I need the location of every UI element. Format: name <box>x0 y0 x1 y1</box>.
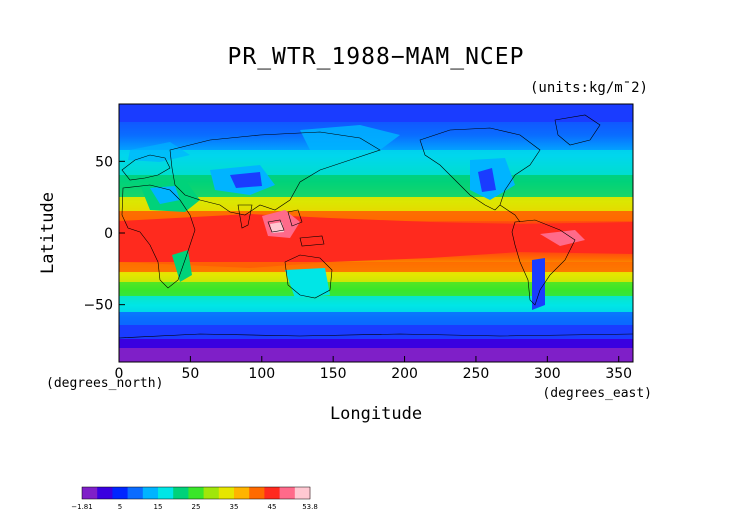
colorbar-swatch <box>294 487 311 499</box>
colorbar-swatch <box>173 487 189 499</box>
colorbar-label: 25 <box>192 503 201 511</box>
colorbar-swatch <box>279 487 296 499</box>
x-axis-label: Longitude <box>329 404 423 424</box>
colorbar-label: 35 <box>230 503 239 511</box>
x-tick-label: 100 <box>248 366 275 382</box>
colorbar-swatch <box>188 487 205 499</box>
lon-units-label: (degrees_east) <box>542 386 652 401</box>
map-title: PR_WTR_1988−MAM_NCEP <box>227 44 525 70</box>
colorbar-swatch <box>264 487 281 499</box>
colorbar-swatch <box>158 487 174 499</box>
y-tick-label: −50 <box>83 298 113 314</box>
y-axis-ticks: 50 0 −50 <box>83 154 125 314</box>
colorbar-swatch <box>203 487 220 499</box>
y-tick-label: 50 <box>95 154 113 170</box>
units-label: (units:kg/m¯2) <box>529 80 648 96</box>
colorbar-label: −1.81 <box>71 503 92 511</box>
x-tick-label: 350 <box>605 366 632 382</box>
colorbar-label: 5 <box>118 503 122 511</box>
coastlines <box>119 114 633 339</box>
x-axis-ticks: 0 50 100 150 200 250 300 350 <box>115 356 632 382</box>
colorbar <box>81 486 311 500</box>
x-tick-label: 300 <box>534 366 561 382</box>
colorbar-frame <box>81 486 311 500</box>
x-tick-label: 150 <box>320 366 347 382</box>
colorbar-swatch <box>234 487 250 499</box>
colorbar-swatch <box>142 487 159 499</box>
colorbar-swatch <box>218 487 235 499</box>
precipitable-water-field <box>119 104 633 362</box>
x-tick-label: 0 <box>115 366 124 382</box>
colorbar-swatch <box>82 487 98 499</box>
lat-units-label: (degrees_north) <box>46 376 164 391</box>
colorbar-label: 45 <box>268 503 277 511</box>
colorbar-swatch <box>112 487 129 499</box>
colorbar-label: 15 <box>154 503 163 511</box>
colorbar-labels: −1.81 5 15 25 35 45 53.8 <box>71 503 318 511</box>
colorbar-label: 53.8 <box>302 503 318 511</box>
x-tick-label: 250 <box>463 366 490 382</box>
colorbar-swatch <box>249 487 265 499</box>
y-tick-label: 0 <box>104 226 113 242</box>
x-tick-label: 200 <box>391 366 418 382</box>
colorbar-swatch <box>97 487 113 499</box>
x-tick-label: 50 <box>181 366 199 382</box>
colorbar-swatch <box>127 487 144 499</box>
